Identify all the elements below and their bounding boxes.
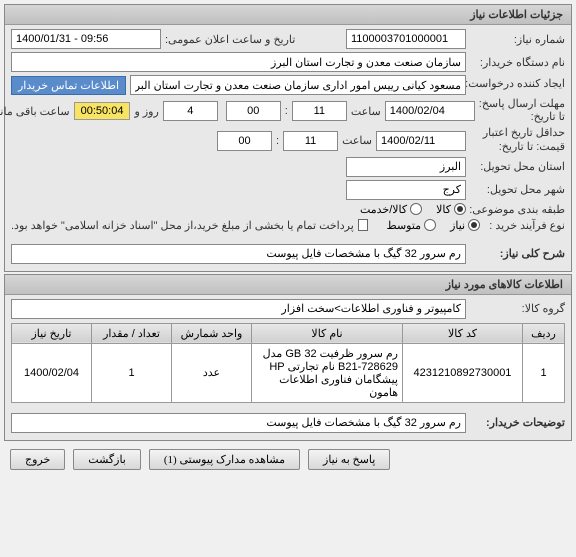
row-province: استان محل تحویل: [11, 157, 565, 177]
buyer-org-label: نام دستگاه خریدار: [470, 56, 565, 69]
row-buyer-notes: توضیحات خریدار: [11, 413, 565, 433]
row-deadline: مهلت ارسال پاسخ: تا تاریخ: ساعت : روز و … [11, 98, 565, 124]
radio-dot-icon [410, 203, 422, 215]
cell-name: رم سرور ظرفیت 32 GB مدل B21-728629 نام ت… [252, 343, 403, 402]
remain-label: ساعت باقی مانده [0, 105, 70, 118]
radio-dot-icon [424, 219, 436, 231]
table-row[interactable]: 1 4231210892730001 رم سرور ظرفیت 32 GB م… [12, 343, 565, 402]
buyer-org-field[interactable] [11, 52, 466, 72]
min-valid-label: حداقل تاریخ اعتبار قیمت: تا تاریخ: [470, 127, 565, 153]
row-buyer-org: نام دستگاه خریدار: [11, 52, 565, 72]
exit-button[interactable]: خروج [10, 449, 65, 470]
radio-dot-icon [454, 203, 466, 215]
days-field [163, 101, 218, 121]
reply-button[interactable]: پاسخ به نیاز [308, 449, 390, 470]
buyer-notes-label: توضیحات خریدار: [470, 416, 565, 429]
time-label-2: ساعت [342, 134, 372, 147]
creator-field[interactable] [130, 75, 466, 95]
items-title: اطلاعات کالاهای مورد نیاز [5, 275, 571, 295]
contact-badge[interactable]: اطلاعات تماس خریدار [11, 76, 126, 95]
back-button[interactable]: بازگشت [73, 449, 141, 470]
province-field[interactable] [346, 157, 466, 177]
process-radio-group: نیاز متوسط [387, 219, 481, 232]
subject-label: طبقه بندی موضوعی: [470, 203, 565, 216]
items-panel: اطلاعات کالاهای مورد نیاز گروه کالا: ردی… [4, 274, 572, 441]
group-field[interactable] [11, 299, 466, 319]
deadline-label-1: مهلت ارسال پاسخ: [479, 98, 565, 110]
partial-pay-checkbox[interactable] [358, 219, 369, 231]
min-valid-label-1: حداقل تاریخ اعتبار [483, 127, 565, 139]
announce-label: تاریخ و ساعت اعلان عمومی: [165, 33, 295, 46]
attachments-button[interactable]: مشاهده مدارک پیوستی (1) [149, 449, 300, 470]
cell-idx: 1 [523, 343, 565, 402]
cell-unit: عدد [172, 343, 252, 402]
min-valid-date-field[interactable] [376, 131, 466, 151]
city-field[interactable] [346, 180, 466, 200]
days-label: روز و [134, 105, 158, 118]
row-subject: طبقه بندی موضوعی: کالا کالا/خدمت [11, 203, 565, 216]
min-valid-label-2: قیمت: تا تاریخ: [499, 141, 565, 153]
min-valid-min-field[interactable] [217, 131, 272, 151]
process-label: نوع فرآیند خرید : [484, 219, 565, 232]
radio-goods[interactable]: کالا [436, 203, 466, 216]
cell-qty: 1 [92, 343, 172, 402]
deadline-label-2: تا تاریخ: [531, 111, 565, 123]
col-qty: تعداد / مقدار [92, 323, 172, 343]
deadline-label: مهلت ارسال پاسخ: تا تاریخ: [479, 98, 565, 124]
countdown-badge: 00:50:04 [74, 102, 131, 120]
radio-need[interactable]: نیاز [450, 219, 480, 232]
items-table: ردیف کد کالا نام کالا واحد شمارش تعداد /… [11, 323, 565, 403]
time-label-1: ساعت [351, 105, 381, 118]
partial-pay-label: پرداخت تمام یا بخشی از مبلغ خرید،از محل … [11, 219, 354, 232]
row-overall-desc: شرح کلی نیاز: [11, 244, 565, 264]
footer-buttons: پاسخ به نیاز مشاهده مدارک پیوستی (1) باز… [4, 443, 572, 476]
row-creator: ایجاد کننده درخواست: اطلاعات تماس خریدار [11, 75, 565, 95]
radio-service[interactable]: کالا/خدمت [360, 203, 422, 216]
cell-code: 4231210892730001 [403, 343, 523, 402]
need-no-label: شماره نیاز: [470, 33, 565, 46]
colon-2: : [276, 135, 279, 147]
radio-medium[interactable]: متوسط [387, 219, 437, 232]
items-body: گروه کالا: ردیف کد کالا نام کالا واحد شم… [5, 295, 571, 440]
radio-service-label: کالا/خدمت [360, 203, 407, 216]
overall-desc-label: شرح کلی نیاز: [470, 247, 565, 260]
col-date: تاریخ نیاز [12, 323, 92, 343]
deadline-hour-field[interactable] [292, 101, 347, 121]
province-label: استان محل تحویل: [470, 160, 565, 173]
radio-dot-icon [468, 219, 480, 231]
col-row: ردیف [523, 323, 565, 343]
city-label: شهر محل تحویل: [470, 183, 565, 196]
colon-1: : [285, 105, 288, 117]
cell-date: 1400/02/04 [12, 343, 92, 402]
radio-need-label: نیاز [450, 219, 465, 232]
radio-medium-label: متوسط [387, 219, 422, 232]
row-group: گروه کالا: [11, 299, 565, 319]
row-need-no: شماره نیاز: تاریخ و ساعت اعلان عمومی: [11, 29, 565, 49]
col-name: نام کالا [252, 323, 403, 343]
overall-desc-field[interactable] [11, 244, 466, 264]
main-panel: جزئیات اطلاعات نیاز شماره نیاز: تاریخ و … [4, 4, 572, 272]
group-label: گروه کالا: [470, 302, 565, 315]
announce-field[interactable] [11, 29, 161, 49]
row-city: شهر محل تحویل: [11, 180, 565, 200]
details-body: شماره نیاز: تاریخ و ساعت اعلان عمومی: نا… [5, 25, 571, 271]
subject-radio-group: کالا کالا/خدمت [360, 203, 466, 216]
buyer-notes-field[interactable] [11, 413, 466, 433]
deadline-date-field[interactable] [385, 101, 475, 121]
deadline-min-field[interactable] [226, 101, 281, 121]
panel-title: جزئیات اطلاعات نیاز [5, 5, 571, 25]
min-valid-hour-field[interactable] [283, 131, 338, 151]
table-header-row: ردیف کد کالا نام کالا واحد شمارش تعداد /… [12, 323, 565, 343]
col-unit: واحد شمارش [172, 323, 252, 343]
need-no-field[interactable] [346, 29, 466, 49]
row-min-valid: حداقل تاریخ اعتبار قیمت: تا تاریخ: ساعت … [11, 127, 565, 153]
radio-goods-label: کالا [436, 203, 451, 216]
row-process: نوع فرآیند خرید : نیاز متوسط پرداخت تمام… [11, 219, 565, 232]
col-code: کد کالا [403, 323, 523, 343]
creator-label: ایجاد کننده درخواست: [470, 78, 565, 91]
